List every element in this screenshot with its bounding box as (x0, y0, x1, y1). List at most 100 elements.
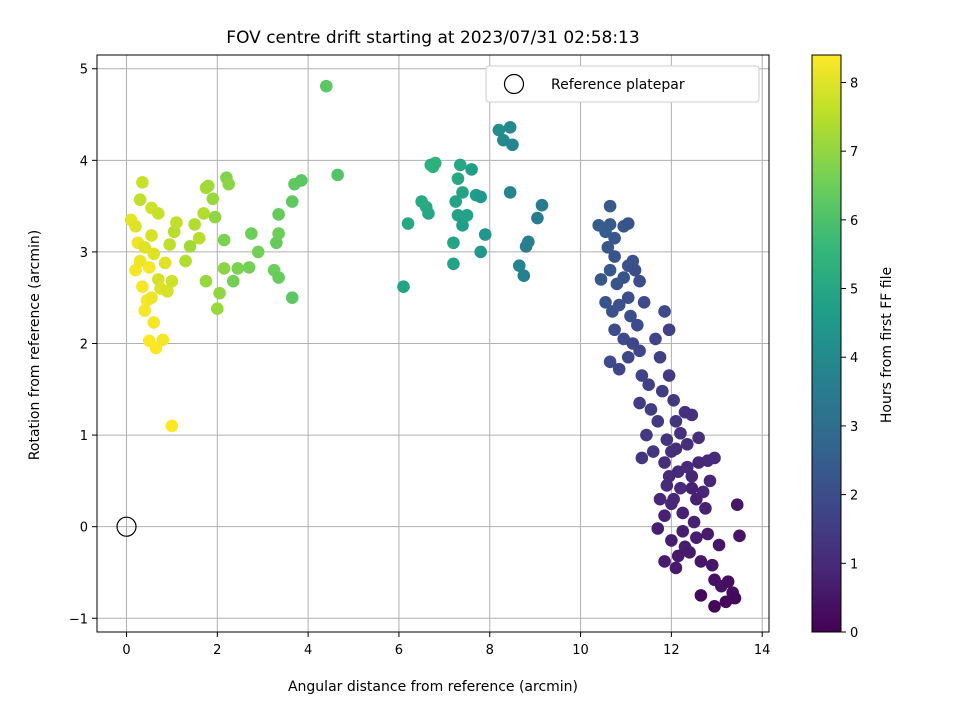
plot-area (96, 54, 770, 633)
scatter-point (730, 498, 744, 511)
scatter-point (145, 291, 158, 305)
legend-entry-label: Reference platepar (551, 77, 685, 93)
scatter-point (145, 229, 158, 242)
scatter-point (188, 218, 201, 231)
scatter-point (474, 190, 487, 204)
scatter-point (649, 332, 662, 346)
scatter-point (503, 186, 517, 199)
x-tick-label: 4 (304, 643, 312, 658)
y-tick-label: 3 (80, 246, 88, 261)
scatter-point (653, 492, 667, 506)
scatter-point (447, 236, 460, 250)
scatter-point (662, 369, 676, 382)
scatter-point (478, 228, 492, 241)
scatter-point (692, 456, 705, 469)
scatter-point (640, 428, 653, 442)
scatter-point (658, 456, 671, 469)
scatter-point (213, 286, 226, 300)
scatter-point (608, 323, 621, 337)
scatter-point (708, 600, 721, 613)
chart-title: FOV centre drift starting at 2023/07/31 … (226, 28, 639, 48)
scatter-point (635, 369, 649, 382)
x-tick-label: 10 (572, 643, 589, 658)
x-axis-label: Angular distance from reference (arcmin) (288, 679, 578, 695)
scatter-point (690, 531, 703, 544)
x-tick-label: 8 (486, 643, 494, 658)
scatter-point (703, 474, 717, 488)
scatter-point (165, 274, 179, 288)
scatter-point (667, 393, 680, 407)
scatter-point (285, 291, 299, 305)
scatter-point (474, 245, 487, 259)
scatter-point (251, 245, 265, 259)
scatter-point (142, 261, 156, 274)
scatter-point (138, 304, 151, 317)
scatter-point (183, 240, 197, 253)
scatter-point (165, 419, 179, 433)
legend-reference-marker (503, 73, 525, 95)
scatter-point (492, 123, 506, 137)
scatter-point (669, 561, 683, 575)
colorbar-label: Hours from first FF file (879, 267, 895, 423)
scatter-point (644, 403, 658, 416)
scatter-point (658, 555, 671, 568)
scatter-point (147, 247, 161, 261)
scatter-point (231, 262, 245, 275)
scatter-point (245, 227, 258, 240)
scatter-point (226, 274, 240, 288)
scatter-point (460, 208, 474, 222)
scatter-point (599, 295, 612, 309)
scatter-point (658, 509, 671, 522)
scatter-point (669, 442, 683, 456)
scatter-point (129, 219, 142, 233)
scatter-point (662, 470, 676, 483)
scatter-point (222, 177, 235, 191)
x-tick-label: 6 (395, 643, 403, 658)
scatter-point (285, 195, 299, 208)
scatter-point (631, 318, 644, 332)
colorbar-ticks: 0 1 2 3 4 5 6 7 8 (841, 76, 858, 641)
scatter-point (456, 219, 469, 232)
x-tick-label: 0 (122, 643, 130, 658)
scatter-point (456, 186, 469, 199)
scatter-point (621, 291, 635, 305)
scatter-point (320, 79, 333, 93)
scatter-point (662, 323, 676, 337)
scatter-point (451, 208, 465, 222)
scatter-point (694, 589, 708, 602)
scatter-point (680, 460, 694, 474)
scatter-point (660, 433, 674, 446)
scatter-point (152, 207, 165, 220)
scatter-point (603, 355, 617, 369)
scatter-point (637, 295, 651, 309)
scatter-point (506, 138, 519, 152)
scatter-point (721, 575, 735, 588)
colorbar-gradient (811, 54, 842, 633)
scatter-point (272, 227, 285, 240)
scatter-point (451, 172, 465, 185)
scatter-point (211, 302, 224, 316)
legend-box (485, 65, 760, 103)
scatter-point (147, 316, 161, 329)
colorbar-tick-label: 3 (850, 420, 858, 435)
scatter-point (694, 555, 708, 568)
y-tick-label: 0 (80, 521, 88, 536)
scatter-point (447, 257, 460, 271)
x-tick-label: 12 (663, 643, 680, 658)
scatter-point (665, 534, 678, 547)
scatter-point (671, 549, 685, 563)
scatter-point (656, 384, 669, 398)
scatter-point (601, 241, 615, 254)
scatter-point (136, 280, 149, 294)
scatter-point (708, 451, 721, 465)
scatter-point (690, 492, 703, 506)
scatter-point (426, 160, 440, 174)
scatter-point (603, 199, 617, 213)
scatter-point (621, 217, 635, 230)
scatter-point (665, 497, 678, 511)
scatter-point (179, 254, 192, 268)
scatter-point (733, 529, 746, 543)
scatter-point (633, 274, 646, 288)
scatter-point (158, 256, 172, 270)
